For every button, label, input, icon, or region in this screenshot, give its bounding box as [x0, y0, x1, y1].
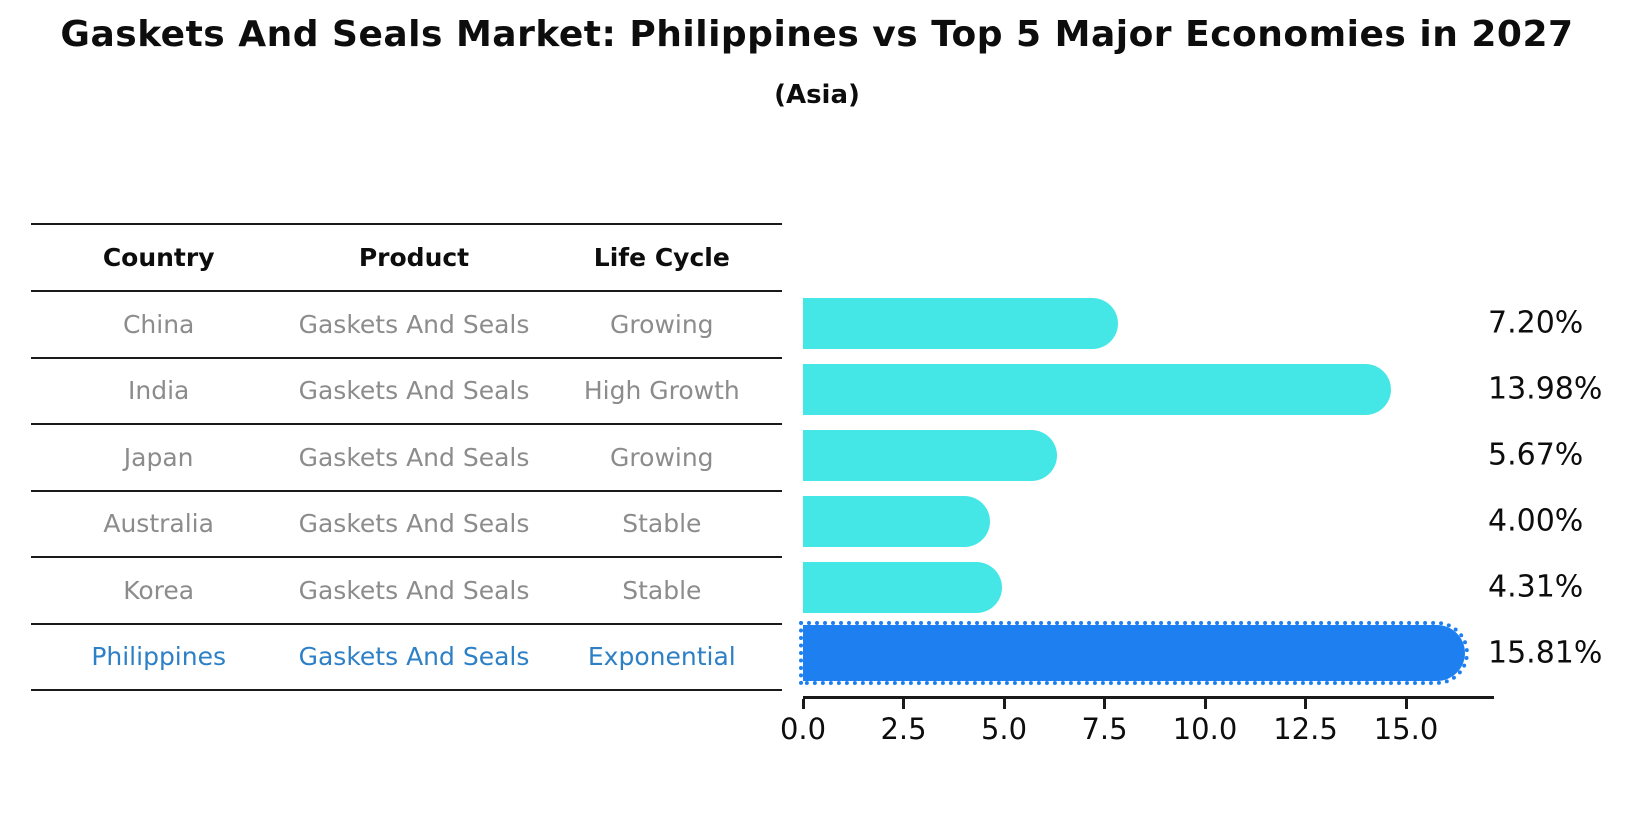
- value-label-india: 13.98%: [1488, 371, 1603, 407]
- column-header-country: Country: [102, 243, 215, 272]
- table-row-china: China Gaskets And Seals Growing: [31, 292, 782, 359]
- cell-life-cycle: Growing: [610, 442, 714, 472]
- cell-life-cycle: Stable: [622, 509, 702, 539]
- value-label-china: 7.20%: [1488, 305, 1584, 341]
- x-tick-mark: [801, 699, 805, 709]
- column-header-product: Product: [358, 243, 470, 272]
- x-tick-mark: [1002, 699, 1006, 709]
- value-label-korea: 4.31%: [1488, 569, 1584, 605]
- x-tick-mark: [1103, 699, 1106, 709]
- x-tick-label: 7.5: [1081, 712, 1128, 746]
- bar-korea: [803, 561, 1003, 613]
- x-tick-label: 2.5: [880, 712, 927, 746]
- value-label-australia: 4.00%: [1488, 503, 1584, 539]
- table-row-india: India Gaskets And Seals High Growth: [31, 359, 782, 425]
- cell-product: Gaskets And Seals: [298, 309, 530, 339]
- cell-country: Philippines: [91, 642, 227, 672]
- cell-product: Gaskets And Seals: [298, 575, 530, 605]
- cell-country: Korea: [123, 575, 195, 605]
- page-title: Gaskets And Seals Market: Philippines vs…: [60, 14, 1574, 55]
- x-tick-mark: [1304, 699, 1307, 709]
- x-tick-mark: [902, 699, 905, 709]
- bar-china: [803, 297, 1119, 349]
- bar-india: [803, 363, 1391, 415]
- country-table: Country Product Life Cycle China Gaskets…: [31, 223, 782, 691]
- cell-product: Gaskets And Seals: [298, 509, 530, 539]
- cell-life-cycle: High Growth: [583, 376, 740, 406]
- bar-japan: [803, 429, 1057, 481]
- cell-product: Gaskets And Seals: [298, 376, 530, 406]
- cell-product: Gaskets And Seals: [298, 642, 530, 672]
- x-tick-mark: [1203, 699, 1207, 709]
- table-row-australia: Australia Gaskets And Seals Stable: [31, 492, 782, 558]
- cell-country: Australia: [103, 509, 214, 539]
- bar-australia: [803, 495, 990, 547]
- table-row-korea: Korea Gaskets And Seals Stable: [31, 558, 782, 625]
- cell-country: China: [122, 309, 195, 339]
- cell-life-cycle: Exponential: [587, 642, 736, 672]
- cell-life-cycle: Stable: [622, 575, 702, 605]
- x-axis-line: [803, 696, 1494, 699]
- cell-country: India: [127, 376, 190, 406]
- column-header-life-cycle: Life Cycle: [593, 243, 730, 272]
- cell-country: Japan: [123, 442, 194, 472]
- bar-philippines: [799, 621, 1469, 685]
- x-tick-label: 15.0: [1373, 712, 1439, 746]
- x-tick-mark: [1404, 699, 1408, 709]
- value-label-philippines: 15.81%: [1488, 635, 1603, 671]
- x-tick-label: 0.0: [779, 712, 827, 746]
- page-subtitle: (Asia): [774, 80, 860, 110]
- table-row-japan: Japan Gaskets And Seals Growing: [31, 425, 782, 492]
- table-header-row: Country Product Life Cycle: [31, 225, 782, 292]
- x-tick-label: 5.0: [980, 712, 1028, 746]
- value-label-japan: 5.67%: [1488, 437, 1584, 473]
- x-tick-label: 12.5: [1273, 712, 1338, 746]
- cell-life-cycle: Growing: [610, 309, 714, 339]
- x-tick-label: 10.0: [1172, 712, 1238, 746]
- cell-product: Gaskets And Seals: [298, 442, 530, 472]
- table-row-philippines: Philippines Gaskets And Seals Exponentia…: [31, 625, 782, 691]
